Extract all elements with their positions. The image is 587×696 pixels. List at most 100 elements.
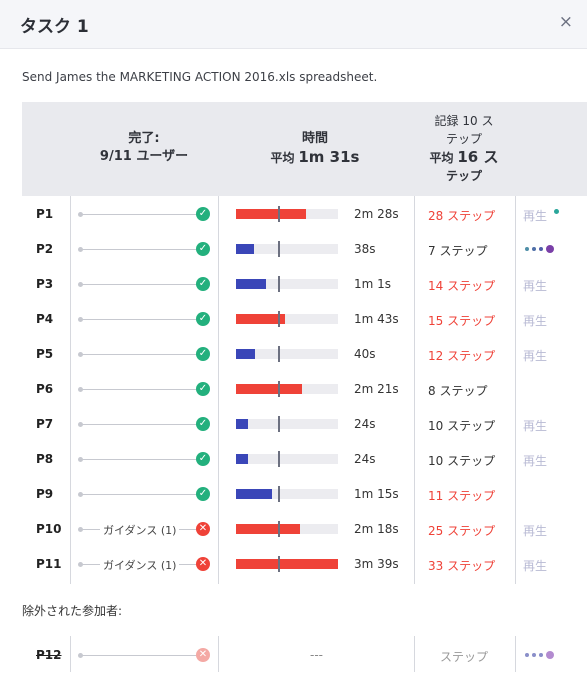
- time-column-header: 時間 平均 1m 31s: [240, 130, 390, 167]
- time-bar-track: [236, 556, 338, 572]
- participant-id: P9: [36, 487, 54, 501]
- time-bar-fill: [236, 419, 249, 429]
- average-time-marker: [278, 381, 280, 397]
- time-bar-fill: [236, 314, 285, 324]
- timeline-track: [80, 389, 202, 390]
- timeline-track: [80, 214, 202, 215]
- steps-value: 10 ステップ: [428, 454, 496, 468]
- table-row: P9 ✓ 1m 15s 11 ステップ: [22, 477, 587, 512]
- steps-avg-value: 16 ス: [457, 148, 499, 166]
- play-button[interactable]: 再生: [523, 524, 548, 538]
- time-bar-fill: [236, 244, 255, 254]
- column-divider: [414, 636, 415, 672]
- time-bar-track: [236, 381, 338, 397]
- success-check-icon: ✓: [196, 207, 210, 221]
- table-row: P5 ✓ 40s 12 ステップ 再生: [22, 337, 587, 372]
- table-row: P11 ガイダンス (1) ✕ 3m 39s 33 ステップ 再生: [22, 547, 587, 582]
- completion-column-header: 完了: 9/11 ユーザー: [84, 130, 204, 166]
- time-bar-fill: [236, 279, 266, 289]
- steps-value: 28 ステップ: [428, 209, 496, 223]
- participant-id: P12: [36, 648, 62, 662]
- success-check-icon: ✓: [196, 487, 210, 501]
- table-row: P8 ✓ 24s 10 ステップ 再生: [22, 442, 587, 477]
- time-avg-value: 1m 31s: [298, 148, 360, 166]
- time-value: 1m 15s: [354, 487, 399, 501]
- participant-id: P8: [36, 452, 54, 466]
- guidance-label: ガイダンス (1): [100, 522, 180, 538]
- table-row: P7 ✓ 24s 10 ステップ 再生: [22, 407, 587, 442]
- time-bar-fill: [236, 209, 307, 219]
- timeline-track: [80, 424, 202, 425]
- timeline-track: [80, 249, 202, 250]
- steps-value: 33 ステップ: [428, 559, 496, 573]
- table-row: P6 ✓ 2m 21s 8 ステップ: [22, 372, 587, 407]
- average-time-marker: [278, 311, 280, 327]
- column-divider: [70, 196, 71, 584]
- time-label: 時間: [301, 131, 328, 146]
- steps-value: 15 ステップ: [428, 314, 496, 328]
- play-button[interactable]: 再生: [523, 314, 548, 328]
- steps-value: ステップ: [440, 650, 489, 664]
- excluded-row: P12 ✕ --- ステップ: [22, 638, 587, 673]
- modal-title: タスク 1: [20, 17, 89, 37]
- time-bar-track: [236, 521, 338, 537]
- timeline-track: [80, 284, 202, 285]
- steps-value: 8 ステップ: [428, 384, 488, 398]
- time-bar-track: [236, 346, 338, 362]
- timeline-track: [80, 494, 202, 495]
- success-check-icon: ✓: [196, 312, 210, 326]
- column-divider: [70, 636, 71, 672]
- time-value: 38s: [354, 242, 376, 256]
- column-divider: [515, 196, 516, 584]
- time-bar-track: [236, 241, 338, 257]
- timeline-track: [80, 655, 202, 656]
- table-row: P2 ✓ 38s 7 ステップ: [22, 232, 587, 267]
- average-time-marker: [278, 346, 280, 362]
- steps-label-line1: 記録 10 ス: [434, 114, 494, 128]
- close-icon[interactable]: ×: [558, 12, 573, 32]
- participant-id: P2: [36, 242, 54, 256]
- play-button[interactable]: 再生: [523, 279, 548, 293]
- participant-id: P6: [36, 382, 54, 396]
- time-value: 1m 1s: [354, 277, 392, 291]
- success-check-icon: ✓: [196, 347, 210, 361]
- time-value: 24s: [354, 452, 376, 466]
- success-check-icon: ✓: [196, 382, 210, 396]
- time-value: 2m 18s: [354, 522, 399, 536]
- time-bar-fill: [236, 349, 256, 359]
- success-check-icon: ✓: [196, 452, 210, 466]
- failed-icon: ✕: [196, 648, 210, 662]
- average-time-marker: [278, 486, 280, 502]
- play-button[interactable]: 再生: [523, 209, 548, 223]
- steps-value: 14 ステップ: [428, 279, 496, 293]
- steps-value: 7 ステップ: [428, 244, 488, 258]
- participant-id: P3: [36, 277, 54, 291]
- success-check-icon: ✓: [196, 242, 210, 256]
- steps-value: 12 ステップ: [428, 349, 496, 363]
- time-bar-track: [236, 206, 338, 222]
- participant-id: P5: [36, 347, 54, 361]
- completion-label: 完了:: [128, 131, 160, 146]
- column-divider: [218, 636, 219, 672]
- participant-id: P1: [36, 207, 54, 221]
- time-bar-fill: [236, 454, 249, 464]
- timeline-track: [80, 319, 202, 320]
- steps-column-header: 記録 10 ス テップ 平均 16 ス テップ: [414, 112, 514, 185]
- average-time-marker: [278, 451, 280, 467]
- play-button[interactable]: 再生: [523, 419, 548, 433]
- time-bar-fill: [236, 524, 301, 534]
- success-check-icon: ✓: [196, 277, 210, 291]
- table-row: P10 ガイダンス (1) ✕ 2m 18s 25 ステップ 再生: [22, 512, 587, 547]
- play-button[interactable]: 再生: [523, 454, 548, 468]
- average-time-marker: [278, 521, 280, 537]
- average-time-marker: [278, 276, 280, 292]
- steps-value: 11 ステップ: [428, 489, 496, 503]
- play-button[interactable]: 再生: [523, 559, 548, 573]
- time-bar-track: [236, 276, 338, 292]
- table-row: P3 ✓ 1m 1s 14 ステップ 再生: [22, 267, 587, 302]
- play-button[interactable]: 再生: [523, 349, 548, 363]
- success-check-icon: ✓: [196, 417, 210, 431]
- column-divider: [218, 196, 219, 584]
- timeline-track: [80, 459, 202, 460]
- steps-label-line2: テップ: [445, 132, 482, 146]
